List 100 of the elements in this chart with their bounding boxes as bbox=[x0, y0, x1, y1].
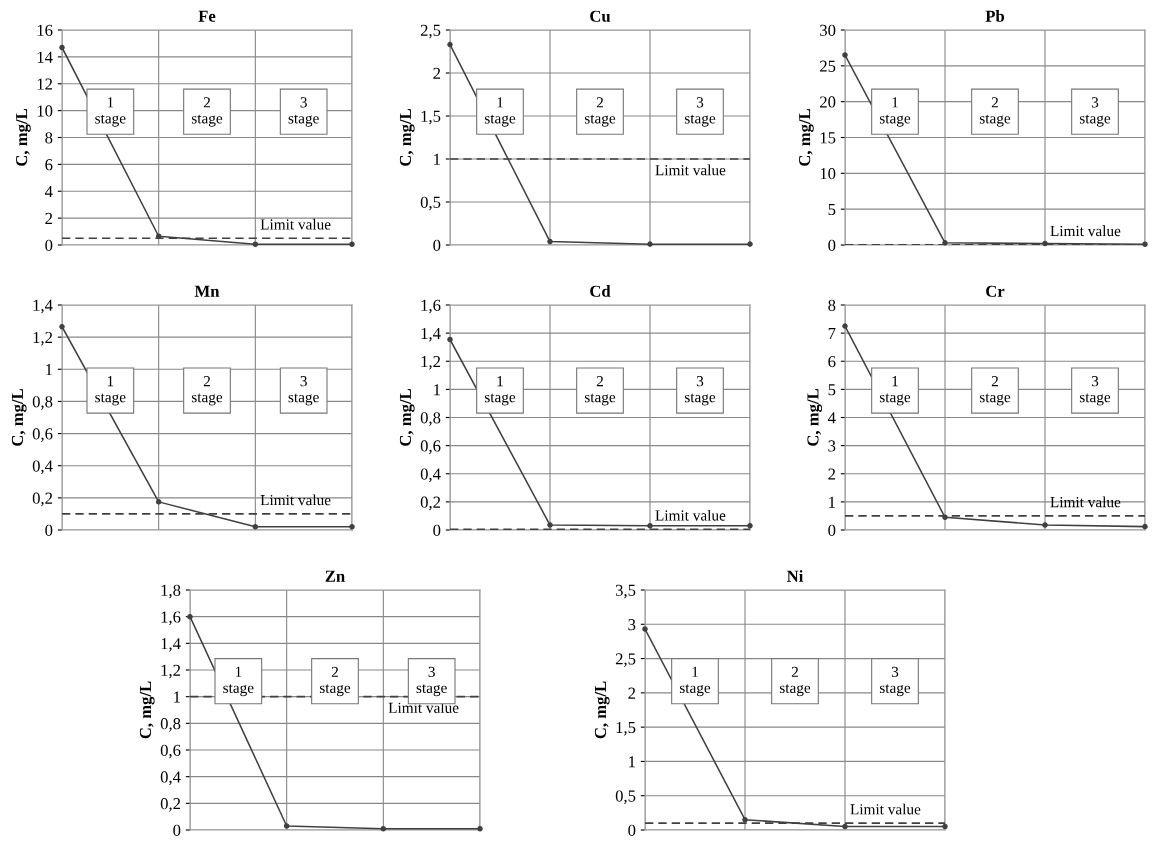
point bbox=[349, 241, 355, 248]
point bbox=[59, 323, 65, 330]
y-tick-label: 0 bbox=[45, 239, 53, 251]
y-tick-label: 0,5 bbox=[615, 790, 636, 805]
y-tick-label: 1,6 bbox=[421, 299, 441, 314]
y-tick-label: 3 bbox=[828, 440, 836, 452]
y-tick-label: 0 bbox=[628, 824, 636, 836]
y-tick-label: 6 bbox=[828, 356, 836, 368]
y-tick-label: 2,5 bbox=[615, 653, 636, 667]
annotation: 3 stage bbox=[1079, 376, 1111, 406]
point bbox=[155, 499, 162, 505]
y-tick-label: 10 bbox=[820, 168, 836, 180]
y-tick-label: 16 bbox=[37, 24, 53, 36]
y-tick-label: 8 bbox=[828, 299, 836, 311]
y-tick-label: 1,4 bbox=[33, 299, 53, 314]
y-axis-title: C, mg/L bbox=[399, 109, 415, 166]
point bbox=[842, 52, 848, 58]
point bbox=[477, 825, 483, 832]
y-tick-label: 3 bbox=[628, 619, 636, 631]
annotation: 3 stage bbox=[1079, 97, 1111, 127]
y-tick-label: 0 bbox=[173, 824, 181, 836]
y-tick-label: 10 bbox=[37, 105, 53, 117]
y-axis-title: C, mg/L bbox=[399, 389, 415, 446]
chart-title: Ni bbox=[786, 570, 804, 582]
y-tick-label: 3,5 bbox=[615, 584, 636, 599]
y-tick-label: 6 bbox=[45, 159, 53, 171]
annotation: 1 stage bbox=[484, 376, 516, 406]
y-tick-label: 5 bbox=[828, 384, 836, 396]
annotation: 1 stage bbox=[879, 97, 911, 127]
point bbox=[842, 323, 848, 329]
ref-line-label: Limit value bbox=[260, 494, 331, 506]
y-tick-label: 0,4 bbox=[160, 771, 181, 786]
chart-title: Fe bbox=[198, 10, 216, 22]
annotation: 2 stage bbox=[191, 376, 223, 406]
y-tick-label: 1 bbox=[434, 384, 440, 396]
point bbox=[447, 336, 453, 343]
y-tick-label: 14 bbox=[37, 51, 53, 63]
annotation: 1 stage bbox=[95, 97, 126, 127]
point bbox=[349, 524, 355, 530]
annotation: 2 stage bbox=[779, 666, 811, 697]
annotation: 2 stage bbox=[584, 376, 616, 406]
chart-title: Cu bbox=[590, 10, 611, 22]
y-tick-label: 1,6 bbox=[161, 611, 181, 626]
chart-title: Cd bbox=[590, 285, 611, 297]
y-tick-label: 0,8 bbox=[32, 396, 53, 410]
chart-title: Pb bbox=[985, 10, 1005, 22]
point bbox=[1042, 240, 1048, 247]
ref-line-label: Limit value bbox=[260, 218, 331, 230]
point bbox=[1142, 523, 1148, 530]
y-tick-label: 0,5 bbox=[420, 196, 441, 211]
y-axis-title: C, mg/L bbox=[11, 389, 27, 446]
y-tick-label: 15 bbox=[820, 132, 836, 144]
y-tick-label: 2 bbox=[45, 212, 53, 224]
y-tick-label: 1,4 bbox=[161, 638, 181, 652]
y-tick-label: 0 bbox=[433, 524, 441, 536]
annotation: 1 stage bbox=[223, 666, 254, 697]
annotation: 2 stage bbox=[584, 97, 616, 127]
y-tick-label: 0,6 bbox=[160, 744, 181, 759]
point bbox=[642, 626, 648, 632]
annotation: 2 stage bbox=[191, 97, 223, 127]
y-tick-label: 1 bbox=[829, 496, 835, 508]
annotation: 2 stage bbox=[319, 666, 351, 697]
y-tick-label: 8 bbox=[45, 132, 53, 144]
y-axis-title: C, mg/L bbox=[807, 389, 823, 446]
point bbox=[380, 825, 387, 832]
annotation: 3 stage bbox=[879, 666, 911, 697]
y-tick-label: 0,2 bbox=[420, 496, 441, 511]
y-tick-label: 1,8 bbox=[161, 584, 181, 599]
point bbox=[252, 524, 259, 530]
y-tick-label: 1,5 bbox=[616, 721, 636, 736]
point bbox=[747, 241, 753, 247]
y-tick-label: 0 bbox=[433, 239, 441, 251]
annotation: 2 stage bbox=[979, 376, 1011, 406]
y-tick-label: 1,2 bbox=[421, 356, 441, 370]
annotation: 3 stage bbox=[288, 97, 319, 127]
y-tick-label: 2 bbox=[433, 67, 441, 79]
chart-title: Mn bbox=[194, 285, 220, 297]
ref-line-label: Limit value bbox=[388, 702, 459, 713]
chart-title: Cr bbox=[986, 285, 1005, 297]
annotation: 2 stage bbox=[979, 97, 1011, 127]
y-tick-label: 1,2 bbox=[161, 664, 181, 679]
annotation: 3 stage bbox=[684, 376, 716, 406]
y-tick-label: 0,8 bbox=[420, 412, 441, 426]
point bbox=[1042, 522, 1048, 528]
y-tick-label: 5 bbox=[828, 204, 836, 216]
annotation: 1 stage bbox=[95, 376, 126, 406]
y-tick-label: 4 bbox=[827, 412, 836, 424]
y-tick-label: 4 bbox=[44, 186, 53, 198]
chart-title: Zn bbox=[325, 570, 345, 582]
y-tick-label: 1 bbox=[434, 153, 440, 165]
ref-line-label: Limit value bbox=[1050, 496, 1121, 508]
point bbox=[59, 44, 65, 51]
y-tick-label: 7 bbox=[828, 327, 836, 339]
y-tick-label: 1,4 bbox=[421, 327, 441, 342]
y-tick-label: 1 bbox=[629, 756, 635, 768]
y-tick-label: 25 bbox=[820, 60, 836, 72]
point bbox=[547, 238, 553, 245]
point bbox=[252, 241, 259, 248]
annotation: 1 stage bbox=[484, 97, 516, 127]
point bbox=[1142, 241, 1148, 248]
